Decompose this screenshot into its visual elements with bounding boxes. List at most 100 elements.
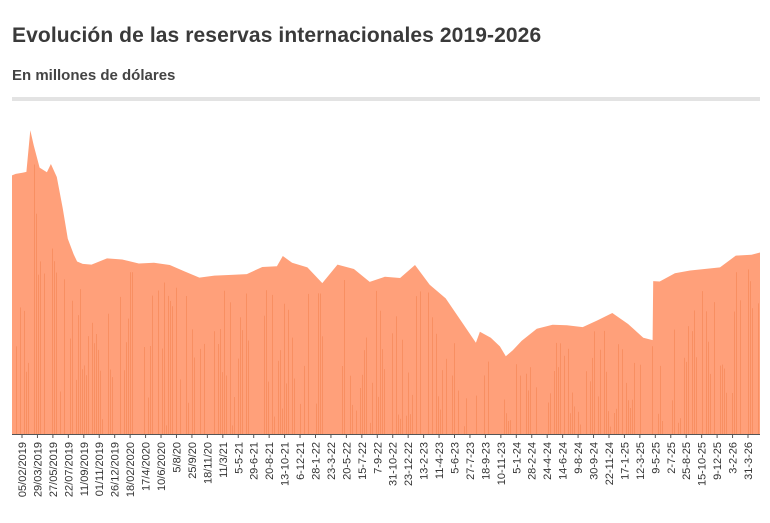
daily-bar: [396, 316, 397, 434]
x-tick-label: 23-3-22: [326, 442, 338, 480]
daily-bar: [508, 421, 509, 434]
x-tick-label: 15-10-25: [697, 442, 709, 486]
daily-bar: [110, 369, 111, 434]
daily-bar: [726, 392, 727, 434]
daily-bar: [128, 318, 129, 434]
daily-bar: [60, 391, 61, 434]
reserves-area: [12, 130, 760, 435]
daily-bar: [432, 317, 433, 434]
x-tick-label: 05/02/2019: [17, 442, 29, 497]
x-tick-label: 20-8-21: [264, 442, 276, 480]
daily-bar: [150, 346, 151, 434]
daily-bar: [616, 408, 617, 434]
daily-bar: [82, 369, 83, 434]
daily-bar: [224, 290, 225, 434]
daily-bar: [100, 370, 101, 434]
x-tick-label: 25-8-25: [681, 442, 693, 480]
chart-subtitle: En millones de dólares: [12, 67, 176, 84]
daily-bar: [574, 406, 575, 434]
daily-bar: [40, 261, 41, 434]
daily-bar: [568, 348, 569, 434]
daily-bar: [292, 337, 293, 434]
daily-bar: [706, 311, 707, 434]
daily-bar: [352, 404, 353, 434]
daily-bar: [64, 279, 65, 434]
daily-bar: [662, 421, 663, 434]
daily-bar: [678, 422, 679, 434]
daily-bar: [372, 382, 373, 434]
daily-bar: [608, 411, 609, 434]
daily-bar: [628, 400, 629, 434]
daily-bar: [120, 296, 121, 434]
daily-bar: [176, 287, 177, 434]
daily-bar: [752, 308, 753, 434]
x-tick-label: 20-5-22: [341, 442, 353, 480]
daily-bar: [168, 295, 169, 434]
daily-bar: [230, 302, 231, 434]
daily-bar: [640, 364, 641, 434]
daily-bar: [464, 426, 465, 434]
daily-bar: [618, 344, 619, 434]
daily-bar: [364, 350, 365, 434]
daily-bar: [614, 413, 615, 434]
daily-bar: [300, 403, 301, 434]
x-tick-label: 31-3-26: [743, 442, 755, 480]
x-tick-label: 5-5-21: [233, 442, 245, 474]
x-tick-label: 24-4-24: [542, 442, 554, 480]
daily-bar: [604, 330, 605, 434]
daily-bar: [308, 293, 309, 434]
daily-bar: [158, 290, 159, 434]
daily-bar: [622, 349, 623, 434]
daily-bar: [38, 274, 39, 434]
daily-bar: [420, 291, 421, 434]
daily-bar: [54, 261, 55, 434]
daily-bar: [194, 357, 195, 434]
x-tick-label: 13-2-23: [419, 442, 431, 480]
daily-bar: [558, 367, 559, 434]
x-tick-label: 22/07/2019: [63, 442, 75, 497]
daily-bar: [416, 296, 417, 434]
daily-bar: [484, 375, 485, 434]
daily-bar: [28, 362, 29, 434]
x-tick-label: 28-2-24: [527, 442, 539, 480]
daily-bar: [488, 361, 489, 434]
daily-bar: [520, 375, 521, 434]
daily-bar: [556, 342, 557, 434]
daily-bar: [400, 418, 401, 434]
daily-bar: [362, 374, 363, 434]
bar-layer: [16, 164, 759, 434]
x-tick-label: 18/11/20: [202, 442, 214, 484]
x-tick-label: 28-1-22: [310, 442, 322, 480]
daily-bar: [52, 248, 53, 434]
daily-bar: [222, 372, 223, 434]
daily-bar: [94, 343, 95, 434]
daily-bar: [392, 333, 393, 434]
daily-bar: [454, 343, 455, 434]
x-tick-label: 18/02/2020: [125, 442, 137, 497]
daily-bar: [550, 393, 551, 434]
daily-bar: [560, 343, 561, 434]
daily-bar: [694, 310, 695, 434]
daily-bar: [452, 375, 453, 434]
daily-bar: [442, 370, 443, 434]
daily-bar: [586, 371, 587, 434]
daily-bar: [366, 337, 367, 434]
daily-bar: [166, 425, 167, 434]
daily-bar: [536, 387, 537, 434]
daily-bar: [164, 282, 165, 434]
x-tick-label: 5/8/20: [171, 442, 183, 473]
daily-bar: [406, 415, 407, 434]
daily-bar: [350, 375, 351, 434]
daily-bar: [626, 382, 627, 434]
daily-bar: [750, 281, 751, 434]
daily-bar: [684, 357, 685, 434]
daily-bar: [710, 373, 711, 434]
x-tick-label: 13-10-21: [280, 442, 292, 486]
x-tick-label: 12-3-25: [635, 442, 647, 480]
x-tick-label: 9-8-24: [573, 442, 585, 474]
daily-bar: [554, 371, 555, 434]
x-axis: 05/02/2019 29/03/2019 27/05/2019 22/07/2019…: [12, 434, 760, 497]
x-tick-label: 27-7-23: [465, 442, 477, 480]
daily-bar: [658, 413, 659, 434]
x-tick-label: 29-6-21: [249, 442, 261, 480]
